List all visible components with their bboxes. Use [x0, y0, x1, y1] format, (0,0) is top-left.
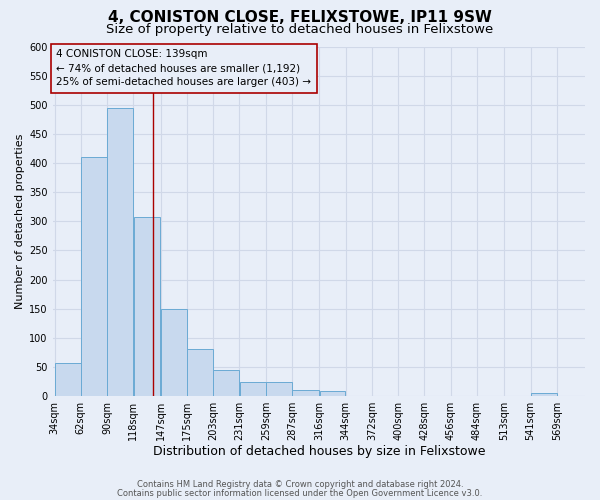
Bar — [266, 382, 292, 396]
Bar — [134, 217, 160, 396]
Bar — [107, 108, 133, 396]
Text: 4, CONISTON CLOSE, FELIXSTOWE, IP11 9SW: 4, CONISTON CLOSE, FELIXSTOWE, IP11 9SW — [108, 10, 492, 25]
Bar — [531, 392, 557, 396]
Text: 4 CONISTON CLOSE: 139sqm
← 74% of detached houses are smaller (1,192)
25% of sem: 4 CONISTON CLOSE: 139sqm ← 74% of detach… — [56, 50, 311, 88]
Bar — [292, 390, 319, 396]
Text: Size of property relative to detached houses in Felixstowe: Size of property relative to detached ho… — [106, 22, 494, 36]
Text: Contains HM Land Registry data © Crown copyright and database right 2024.: Contains HM Land Registry data © Crown c… — [137, 480, 463, 489]
Text: Contains public sector information licensed under the Open Government Licence v3: Contains public sector information licen… — [118, 488, 482, 498]
X-axis label: Distribution of detached houses by size in Felixstowe: Distribution of detached houses by size … — [152, 444, 485, 458]
Bar — [240, 382, 266, 396]
Y-axis label: Number of detached properties: Number of detached properties — [15, 134, 25, 309]
Bar — [55, 363, 80, 396]
Bar — [161, 308, 187, 396]
Bar — [320, 392, 346, 396]
Bar — [81, 156, 107, 396]
Bar — [214, 370, 239, 396]
Bar — [187, 349, 213, 396]
